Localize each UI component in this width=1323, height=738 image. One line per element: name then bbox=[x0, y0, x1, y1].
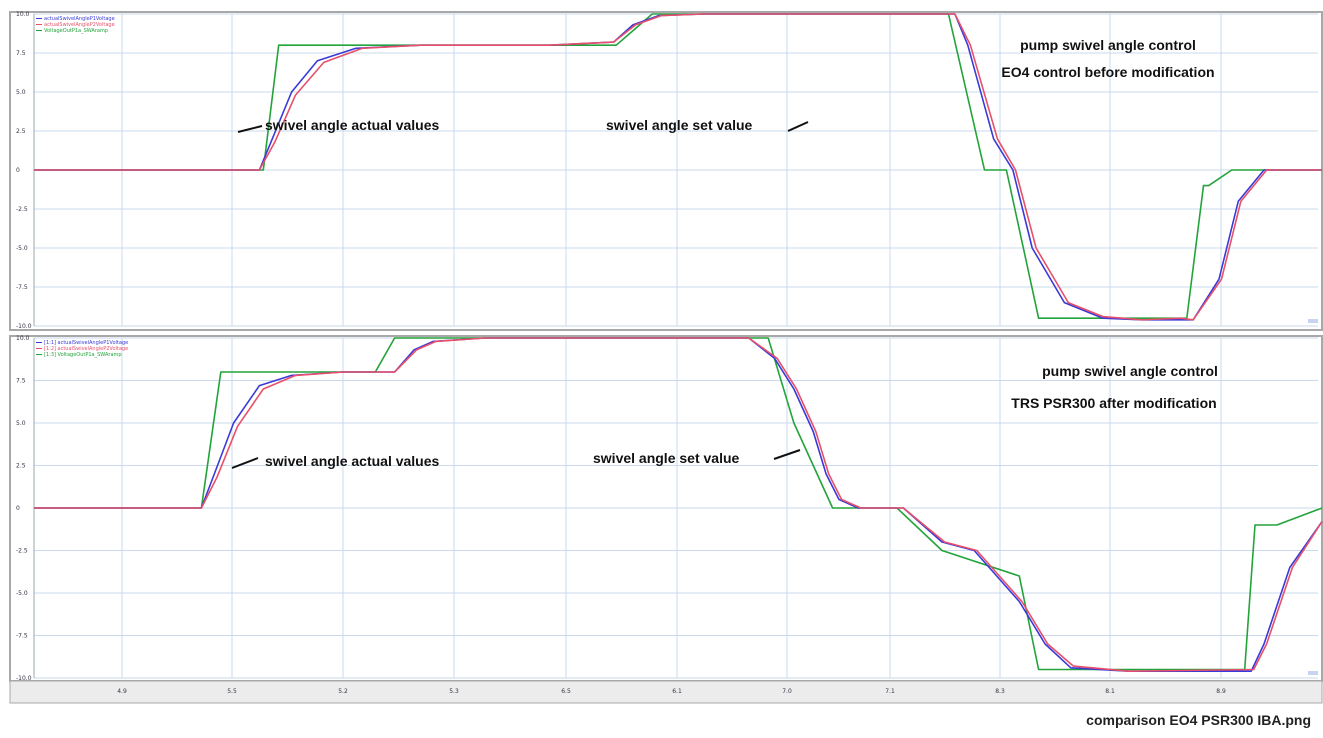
panel-frame bbox=[9, 11, 1323, 331]
x-tick-label: 5.3 bbox=[449, 688, 459, 695]
annotation-text: swivel angle set value bbox=[593, 450, 740, 466]
y-tick-label: -7.5 bbox=[16, 633, 28, 640]
y-tick-label: -2.5 bbox=[16, 548, 28, 555]
legend-entry: actualSwivelAngleP2Voltage bbox=[44, 22, 115, 28]
zoom-marker bbox=[1308, 319, 1318, 323]
y-tick-label: -10.0 bbox=[16, 323, 32, 330]
y-tick-label: 7.5 bbox=[16, 50, 26, 57]
x-tick-label: 8.1 bbox=[1105, 688, 1115, 695]
y-tick-label: 2.5 bbox=[16, 463, 26, 470]
chart-panel-1: 10.0 7.5 5.0 2.5 0 -2.5 -5.0 -7.5 -10.0 actualSwi… bbox=[16, 11, 1322, 330]
series-line-3 bbox=[34, 337, 1323, 673]
x-tick-label: 8.9 bbox=[1216, 688, 1226, 695]
x-tick-label: 7.0 bbox=[782, 688, 792, 695]
y-tick-label: -7.5 bbox=[16, 284, 28, 291]
x-tick-label: 6.5 bbox=[561, 688, 571, 695]
x-tick-label: 7.1 bbox=[885, 688, 895, 695]
y-tick-label: 7.5 bbox=[16, 378, 26, 385]
annotation-text: EO4 control before modification bbox=[1001, 64, 1214, 80]
annotation-text: pump swivel angle control bbox=[1042, 363, 1218, 379]
x-tick-label: 6.1 bbox=[672, 688, 682, 695]
y-tick-label: 0 bbox=[16, 167, 20, 174]
legend-entry: VoltageOutP1a_SWAramp bbox=[44, 28, 108, 34]
y-tick-label: -5.0 bbox=[16, 245, 28, 252]
x-axis-strip bbox=[9, 680, 1323, 704]
y-tick-label: 10.0 bbox=[16, 335, 30, 342]
annotation-text: swivel angle set value bbox=[606, 117, 753, 133]
annotation-text: swivel angle actual values bbox=[265, 117, 440, 133]
series-line-2 bbox=[34, 337, 1323, 673]
x-tick-label: 8.3 bbox=[995, 688, 1005, 695]
annotation-pointer bbox=[237, 125, 263, 133]
y-tick-label: 10.0 bbox=[16, 11, 30, 18]
y-tick-label: 5.0 bbox=[16, 420, 26, 427]
annotation-text: swivel angle actual values bbox=[265, 453, 440, 469]
footer-caption: comparison EO4 PSR300 IBA.png bbox=[1086, 712, 1311, 728]
zoom-marker bbox=[1308, 671, 1318, 675]
legend-entry: [1:3] VoltageOutP1a_SWAramp bbox=[44, 352, 122, 358]
annotation-text: pump swivel angle control bbox=[1020, 37, 1196, 53]
annotation-text: TRS PSR300 after modification bbox=[1011, 395, 1216, 411]
x-tick-label: 4.9 bbox=[117, 688, 127, 695]
y-tick-label: 2.5 bbox=[16, 128, 26, 135]
y-tick-label: 0 bbox=[16, 505, 20, 512]
chart-panel-2: 10.0 7.5 5.0 2.5 0 -2.5 -5.0 -7.5 -10.0 [1:1] act… bbox=[16, 335, 1323, 682]
annotation-pointer bbox=[231, 457, 259, 469]
series-line-3 bbox=[34, 13, 1322, 321]
legend-entry: [1:2] actualSwivelAngleP2Voltage bbox=[44, 346, 128, 352]
y-tick-label: -5.0 bbox=[16, 590, 28, 597]
x-tick-label: 5.2 bbox=[338, 688, 348, 695]
x-tick-label: 5.5 bbox=[227, 688, 237, 695]
annotation-pointer bbox=[787, 121, 809, 132]
y-tick-label: -2.5 bbox=[16, 206, 28, 213]
legend-entry: actualSwivelAngleP1Voltage bbox=[44, 16, 115, 22]
annotation-pointer bbox=[773, 449, 801, 460]
y-tick-label: -10.0 bbox=[16, 675, 32, 682]
y-tick-label: 5.0 bbox=[16, 89, 26, 96]
legend-entry: [1:1] actualSwivelAngleP1Voltage bbox=[44, 340, 128, 346]
